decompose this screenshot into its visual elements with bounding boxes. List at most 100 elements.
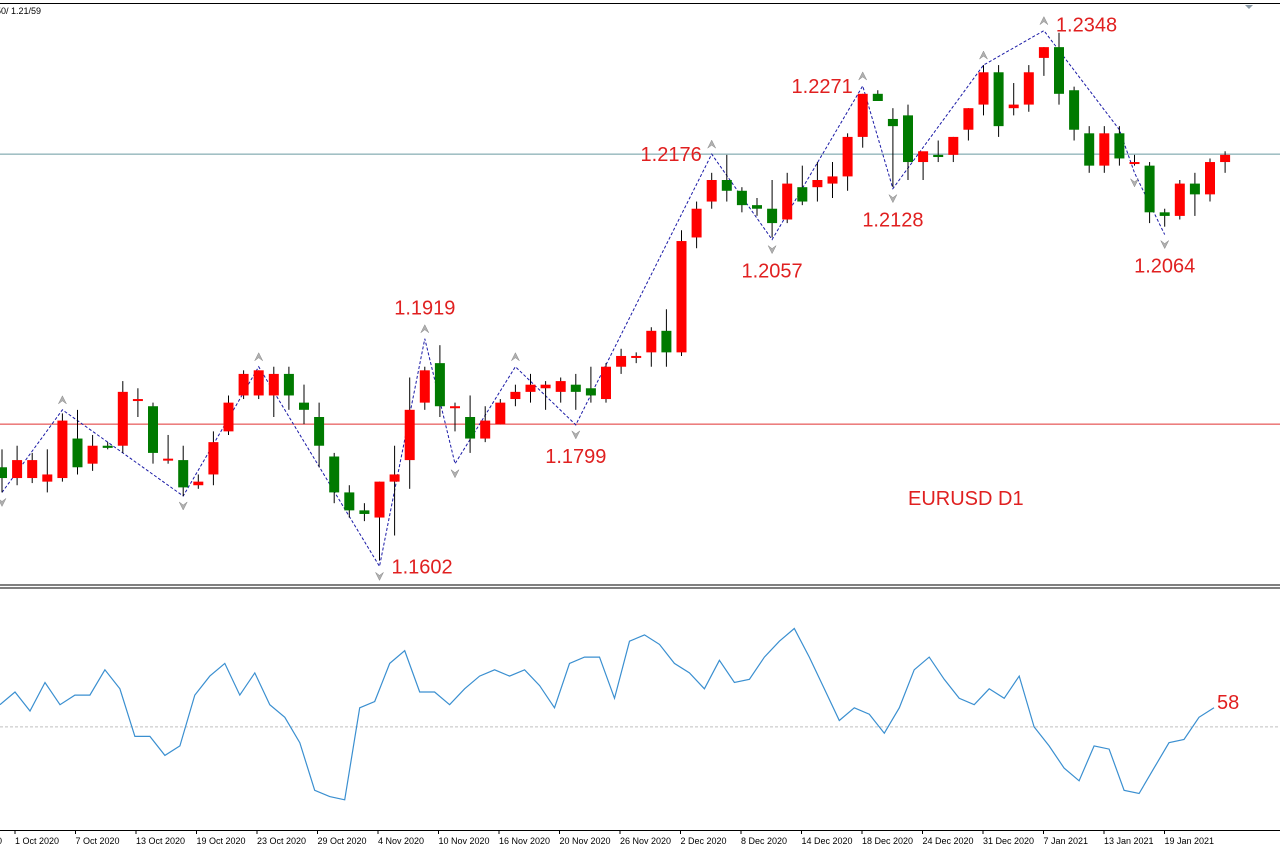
candle xyxy=(797,165,808,206)
fractal-down-arrow-icon xyxy=(0,498,7,507)
candle-body xyxy=(978,72,989,105)
candle-body xyxy=(540,384,551,389)
candle xyxy=(102,442,113,450)
time-axis-tick-label: 26 Nov 2020 xyxy=(620,836,671,846)
price-chart-pane[interactable]: 1.2348 1.2271 1.2176 1.2128 1.2057 1.2064 1.19… xyxy=(0,15,1280,581)
candle xyxy=(827,162,838,198)
time-axis-tick-label: 2 Dec 2020 xyxy=(681,836,727,846)
fractal-up-arrow-icon xyxy=(420,324,430,333)
candle-body xyxy=(450,406,460,409)
candle xyxy=(404,377,415,489)
candle-body xyxy=(676,241,687,353)
candle xyxy=(1114,126,1125,166)
candle xyxy=(736,187,747,213)
candle xyxy=(1189,172,1200,216)
candle-body xyxy=(661,330,672,353)
fractal-up-arrow-icon xyxy=(979,50,988,60)
candle-body xyxy=(480,420,491,439)
candle xyxy=(706,172,717,209)
candle xyxy=(918,151,929,180)
candle xyxy=(1220,151,1231,173)
time-axis-tick-label: 7 Jan 2021 xyxy=(1044,836,1089,846)
candle xyxy=(948,136,959,163)
candle xyxy=(525,373,536,403)
candle-body xyxy=(87,445,98,464)
candle xyxy=(661,309,672,367)
candle-body xyxy=(1038,47,1049,58)
candle xyxy=(148,402,158,464)
candle xyxy=(178,445,189,496)
price-level-label: 1.2176 xyxy=(641,144,702,166)
candle-body xyxy=(601,366,611,400)
rsi-line xyxy=(0,627,1215,801)
candle xyxy=(601,363,611,403)
candle-body xyxy=(419,370,430,403)
candle-body xyxy=(178,460,189,488)
time-axis-tick-label: 24 Dec 2020 xyxy=(923,836,974,846)
candle xyxy=(329,452,340,504)
candle-body xyxy=(1189,183,1200,195)
candle-body xyxy=(933,154,944,158)
symbol-timeframe-label: EURUSD D1 xyxy=(908,488,1024,510)
candle xyxy=(752,197,762,216)
fractal-up-arrow-icon xyxy=(254,352,263,361)
candle-body xyxy=(253,370,264,396)
candle-body xyxy=(268,373,279,396)
candle xyxy=(1159,208,1170,227)
candle-body xyxy=(495,402,506,425)
time-axis-tick-label: 13 Jan 2021 xyxy=(1104,836,1154,846)
candle-body xyxy=(1069,90,1080,130)
candle-body xyxy=(163,458,174,461)
candle xyxy=(963,108,974,141)
fractal-down-arrow-icon xyxy=(571,430,581,440)
time-axis-tick-label: 20 Nov 2020 xyxy=(560,836,611,846)
rsi-pane[interactable]: 58 xyxy=(0,627,1280,801)
candle xyxy=(631,352,642,364)
fractal-down-arrow-icon xyxy=(888,194,898,204)
candle-body xyxy=(465,417,476,439)
candle xyxy=(1129,154,1140,166)
price-level-label: 1.1799 xyxy=(545,446,606,468)
candle-body xyxy=(616,355,627,367)
candle xyxy=(1008,83,1019,116)
fractal-down-arrow-icon xyxy=(450,469,460,479)
candle xyxy=(1205,158,1215,202)
fractal-up-arrow-icon xyxy=(858,71,867,81)
candle-body xyxy=(42,474,53,482)
candle xyxy=(1054,32,1064,105)
candle xyxy=(450,402,460,432)
candle xyxy=(42,449,53,493)
candle-body xyxy=(736,190,747,206)
candle xyxy=(993,65,1004,137)
price-level-label: 1.2128 xyxy=(862,210,923,232)
time-axis-tick-label: 31 Dec 2020 xyxy=(983,836,1034,846)
candle xyxy=(933,140,944,163)
candle-body xyxy=(510,391,521,400)
candle-body xyxy=(389,474,400,482)
candle-body xyxy=(797,187,808,202)
candle-body xyxy=(585,388,596,396)
scroll-indicator-icon[interactable] xyxy=(1245,5,1253,9)
candle-body xyxy=(12,460,23,479)
price-level-label: 1.2348 xyxy=(1056,15,1117,37)
candle xyxy=(208,431,219,486)
candle-body xyxy=(1159,212,1170,216)
price-level-label: 1.2057 xyxy=(742,261,803,283)
candle xyxy=(1038,47,1049,76)
candle-body xyxy=(1084,133,1095,166)
time-axis-tick-label: 7 Oct 2020 xyxy=(76,836,120,846)
candle xyxy=(72,409,83,475)
time-axis-tick-label: 19 Oct 2020 xyxy=(197,836,246,846)
candle-body xyxy=(208,442,219,475)
candle-body xyxy=(344,492,355,511)
candle xyxy=(978,65,989,116)
candle xyxy=(585,366,596,403)
candle xyxy=(434,345,445,417)
candle-body xyxy=(948,136,959,155)
candle-body xyxy=(1144,165,1155,213)
rsi-last-value-label: 58 xyxy=(1217,692,1239,714)
candle xyxy=(87,434,98,471)
time-axis-tick-label: 23 Oct 2020 xyxy=(257,836,306,846)
candle-body xyxy=(691,208,702,238)
